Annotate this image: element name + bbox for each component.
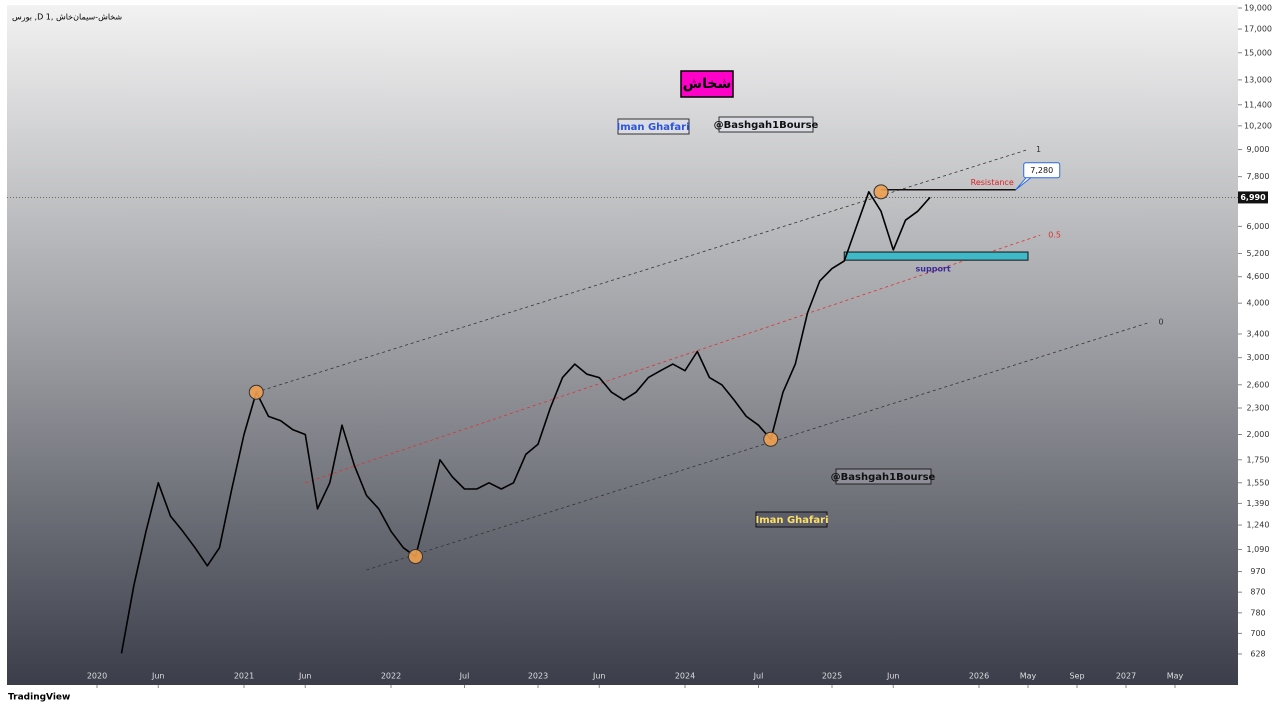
x-tick-label: Jun [151, 672, 165, 681]
y-tick-label: 6,000 [1247, 222, 1270, 231]
x-tick-label: May [1167, 672, 1184, 681]
x-tick-label: Jun [886, 672, 900, 681]
support-label: support [916, 265, 951, 274]
watermark: @Bashgah1Bourse [831, 472, 936, 483]
y-tick-label: 1,090 [1247, 545, 1270, 554]
y-tick-label: 10,200 [1244, 121, 1272, 130]
watermark: Iman Ghafari [616, 122, 689, 133]
y-tick-label: 700 [1250, 629, 1265, 638]
watermark-box [835, 468, 932, 485]
x-tick-label: 2027 [1116, 672, 1136, 681]
x-tick-label: May [1020, 672, 1037, 681]
pivot-marker [873, 184, 889, 200]
support-zone [843, 251, 1029, 261]
y-tick-label: 9,000 [1247, 145, 1270, 154]
channel-line [366, 321, 1151, 571]
y-tick-label: 1,240 [1247, 521, 1270, 530]
y-tick-label: 1,750 [1247, 455, 1270, 464]
y-tick-label: 1,390 [1247, 499, 1270, 508]
y-tick-label: 3,400 [1247, 329, 1270, 338]
y-tick-label: 870 [1250, 588, 1265, 597]
y-tick-label: 628 [1250, 649, 1265, 658]
resistance-label: Resistance [971, 178, 1014, 187]
y-axis-panel [1238, 5, 1280, 685]
x-tick-label: Jun [298, 672, 312, 681]
y-tick-label: 3,000 [1247, 353, 1270, 362]
watermark: @Bashgah1Bourse [714, 120, 819, 131]
channel-label: 0.5 [1048, 231, 1061, 240]
watermark: Iman Ghafari [755, 515, 828, 526]
x-tick-label: 2022 [381, 672, 401, 681]
y-tick-label: 780 [1250, 608, 1265, 617]
y-tick-label: 13,000 [1244, 75, 1272, 84]
y-tick-label: 19,000 [1244, 4, 1272, 13]
x-tick-label: Jun [592, 672, 606, 681]
callout-label: 7,280 [1030, 166, 1053, 175]
x-tick-label: 2026 [969, 672, 989, 681]
watermark-box [718, 116, 814, 133]
y-tick-label: 11,400 [1244, 100, 1272, 109]
watermark-box [755, 511, 828, 528]
symbol-header: بورس ,D شخاش-سیمان‌خاش ,1 [12, 13, 122, 22]
chart-title: شخاش [683, 76, 731, 92]
x-tick-label: Jul [753, 672, 764, 681]
y-tick-label: 970 [1250, 567, 1265, 576]
y-tick-label: 1,550 [1247, 478, 1270, 487]
pivot-marker [763, 431, 779, 447]
y-tick-label: 4,000 [1247, 299, 1270, 308]
watermark-box [617, 118, 690, 135]
callout-box [1023, 162, 1061, 179]
y-tick-label: 5,200 [1247, 249, 1270, 258]
pivot-marker [248, 384, 264, 400]
channel-label: 0 [1159, 318, 1164, 327]
x-tick-label: Sep [1069, 672, 1084, 681]
y-tick-label: 4,600 [1247, 272, 1270, 281]
x-tick-label: 2024 [675, 672, 695, 681]
channel-label: 1 [1036, 145, 1041, 154]
footer-brand: TradingView [8, 693, 70, 703]
y-tick-label: 2,300 [1247, 404, 1270, 413]
plot-background [7, 5, 1238, 685]
y-tick-label: 2,000 [1247, 430, 1270, 439]
y-tick-label: 17,000 [1244, 25, 1272, 34]
last-price-box [1238, 191, 1268, 204]
x-tick-label: 2023 [528, 672, 548, 681]
last-price-label: 6,990 [1240, 193, 1266, 202]
x-tick-label: 2021 [234, 672, 254, 681]
y-tick-label: 15,000 [1244, 48, 1272, 57]
y-tick-label: 2,600 [1247, 380, 1270, 389]
pivot-marker [408, 549, 423, 565]
x-tick-label: 2020 [87, 672, 107, 681]
y-tick-label: 7,800 [1247, 172, 1270, 181]
x-tick-label: 2025 [822, 672, 842, 681]
x-tick-label: Jul [459, 672, 470, 681]
title-box [680, 70, 734, 98]
